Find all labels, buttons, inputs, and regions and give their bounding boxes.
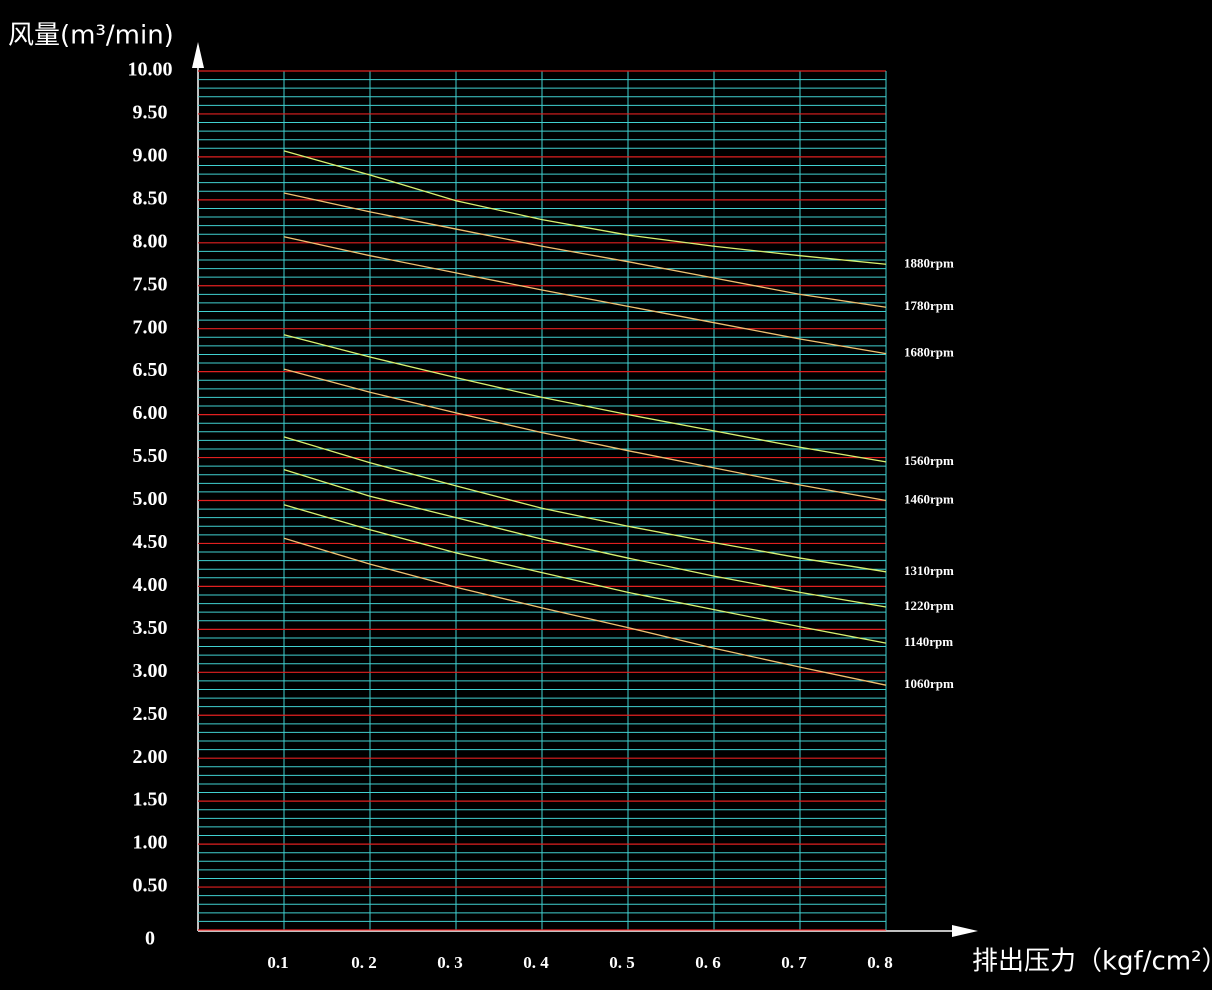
y-arrow [192,42,204,68]
x-tick-label: 0. 4 [523,953,549,972]
y-tick-label: 3.50 [133,617,168,639]
y-tick-label: 0.50 [133,875,168,897]
series-line [283,368,887,502]
series-label: 1310rpm [904,563,954,578]
x-tick-label: 0. 6 [695,953,721,972]
y-tick-label: 2.00 [133,746,168,768]
series-label: 1880rpm [904,255,954,270]
x-arrow [952,925,978,937]
y-tick-label: 10.00 [128,59,173,81]
y-tick-label: 4.50 [133,531,168,553]
y-tick-label: 5.50 [133,445,168,467]
series-label: 1060rpm [904,676,954,691]
x-tick-label: 0. 5 [609,953,635,972]
x-tick-label: 0. 3 [437,953,463,972]
series-line [283,537,887,686]
series-line [283,192,887,308]
x-tick-label: 0.1 [267,953,288,972]
series-line [283,236,887,355]
series-line [283,436,887,573]
y-tick-label: 3.00 [133,660,168,682]
y-tick-label: 7.50 [133,273,168,295]
y-tick-label: 2.50 [133,703,168,725]
series-label: 1680rpm [904,345,954,360]
x-axis-title: 排出压力（kgf/cm²） [972,947,1212,977]
y-tick-label: 4.00 [133,574,168,596]
y-tick-label: 5.00 [133,488,168,510]
series-label: 1560rpm [904,453,954,468]
y-tick-label: 6.50 [133,359,168,381]
x-tick-label: 0. 7 [781,953,807,972]
x-tick-label: 0. 8 [867,953,893,972]
series-label: 1220rpm [904,598,954,613]
y-tick-label: 7.00 [133,316,168,338]
y-tick-label: 8.50 [133,187,168,209]
series-label: 1140rpm [904,634,953,649]
series-line [283,468,887,608]
y-axis-title: 风量(m³/min) [8,21,174,51]
y-tick-label: 1.50 [133,789,168,811]
series-label: 1460rpm [904,491,954,506]
y-tick-label: 8.00 [133,230,168,252]
series-label: 1780rpm [904,298,954,313]
x-tick-label: 0. 2 [351,953,377,972]
y-tick-label: 9.50 [133,102,168,124]
y-tick-label: 0 [145,928,155,950]
series-line [283,504,887,644]
series-line [283,334,887,463]
y-tick-label: 9.00 [133,144,168,166]
series-line [283,150,887,265]
y-tick-label: 1.00 [133,832,168,854]
y-tick-label: 6.00 [133,402,168,424]
